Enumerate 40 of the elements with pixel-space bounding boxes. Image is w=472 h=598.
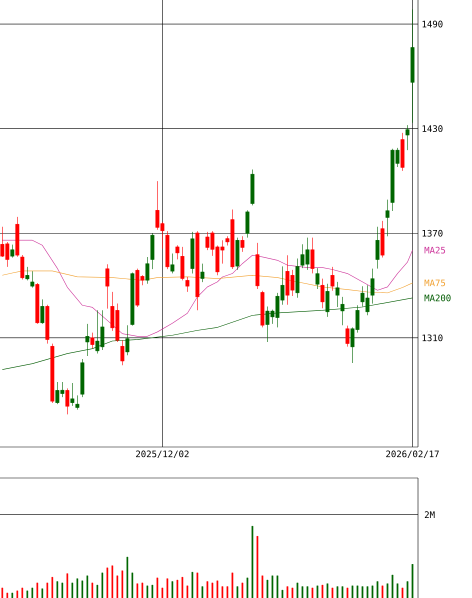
candlestick — [65, 388, 70, 415]
candlestick — [170, 253, 174, 274]
candlestick — [200, 263, 204, 282]
candlestick — [310, 237, 314, 274]
candlestick — [386, 199, 390, 237]
candlestick — [30, 270, 34, 288]
series-label: MA200 — [424, 294, 451, 302]
candlestick — [20, 254, 24, 280]
ref-line-label: 2M — [424, 511, 435, 518]
y-tick-label: 1310 — [422, 334, 443, 342]
candlestick — [125, 325, 130, 356]
candlestick — [330, 266, 334, 292]
y-tick-label: 1370 — [422, 230, 443, 237]
candlestick — [10, 244, 14, 258]
candlestick — [75, 395, 80, 410]
candlestick — [406, 124, 410, 150]
candlestick — [175, 244, 180, 260]
series-label: MA25 — [424, 246, 446, 254]
candlestick — [376, 226, 380, 269]
candlestick — [70, 382, 74, 406]
candlestick — [25, 266, 30, 281]
candlestick — [180, 246, 184, 281]
series-label: MA75 — [424, 280, 446, 286]
x-tick-label: 2026/02/17 — [386, 450, 439, 458]
candlestick — [145, 256, 150, 284]
candlestick — [320, 278, 324, 309]
candlestick — [346, 325, 350, 347]
candlestick — [240, 236, 244, 252]
candlestick — [105, 264, 110, 309]
y-tick-label: 1430 — [422, 125, 443, 132]
candlestick — [185, 276, 190, 292]
candlestick — [245, 210, 250, 238]
candlestick — [90, 332, 94, 349]
candlestick — [40, 299, 44, 324]
x-tick-label: 2025/12/02 — [136, 450, 189, 458]
y-tick-label: 1490 — [422, 20, 443, 28]
candlestick — [85, 324, 90, 356]
line-series — [2, 240, 413, 337]
candlestick — [120, 340, 124, 366]
candlestick — [316, 268, 320, 290]
